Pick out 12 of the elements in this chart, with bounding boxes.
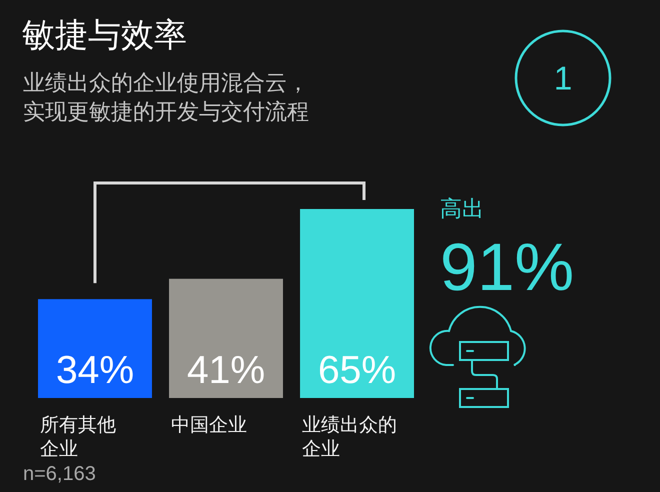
data-label: 41% [186, 349, 266, 392]
text: 1 [554, 60, 572, 96]
text: 高出 [440, 196, 484, 221]
text: n=6,163 [23, 463, 96, 485]
x-tick-label: 业绩出众的企业 [302, 415, 398, 460]
chart-title: 敏捷与效率 [22, 16, 187, 53]
x-tick-label: 中国企业 [171, 415, 248, 436]
chart-subtitle: 业绩出众的企业使用混合云，实现更敏捷的开发与交付流程 [23, 70, 309, 124]
text: 91% [440, 230, 574, 305]
x-tick-label: 所有其他企业 [40, 415, 116, 460]
data-label: 34% [56, 349, 134, 392]
data-label: 65% [318, 349, 396, 392]
